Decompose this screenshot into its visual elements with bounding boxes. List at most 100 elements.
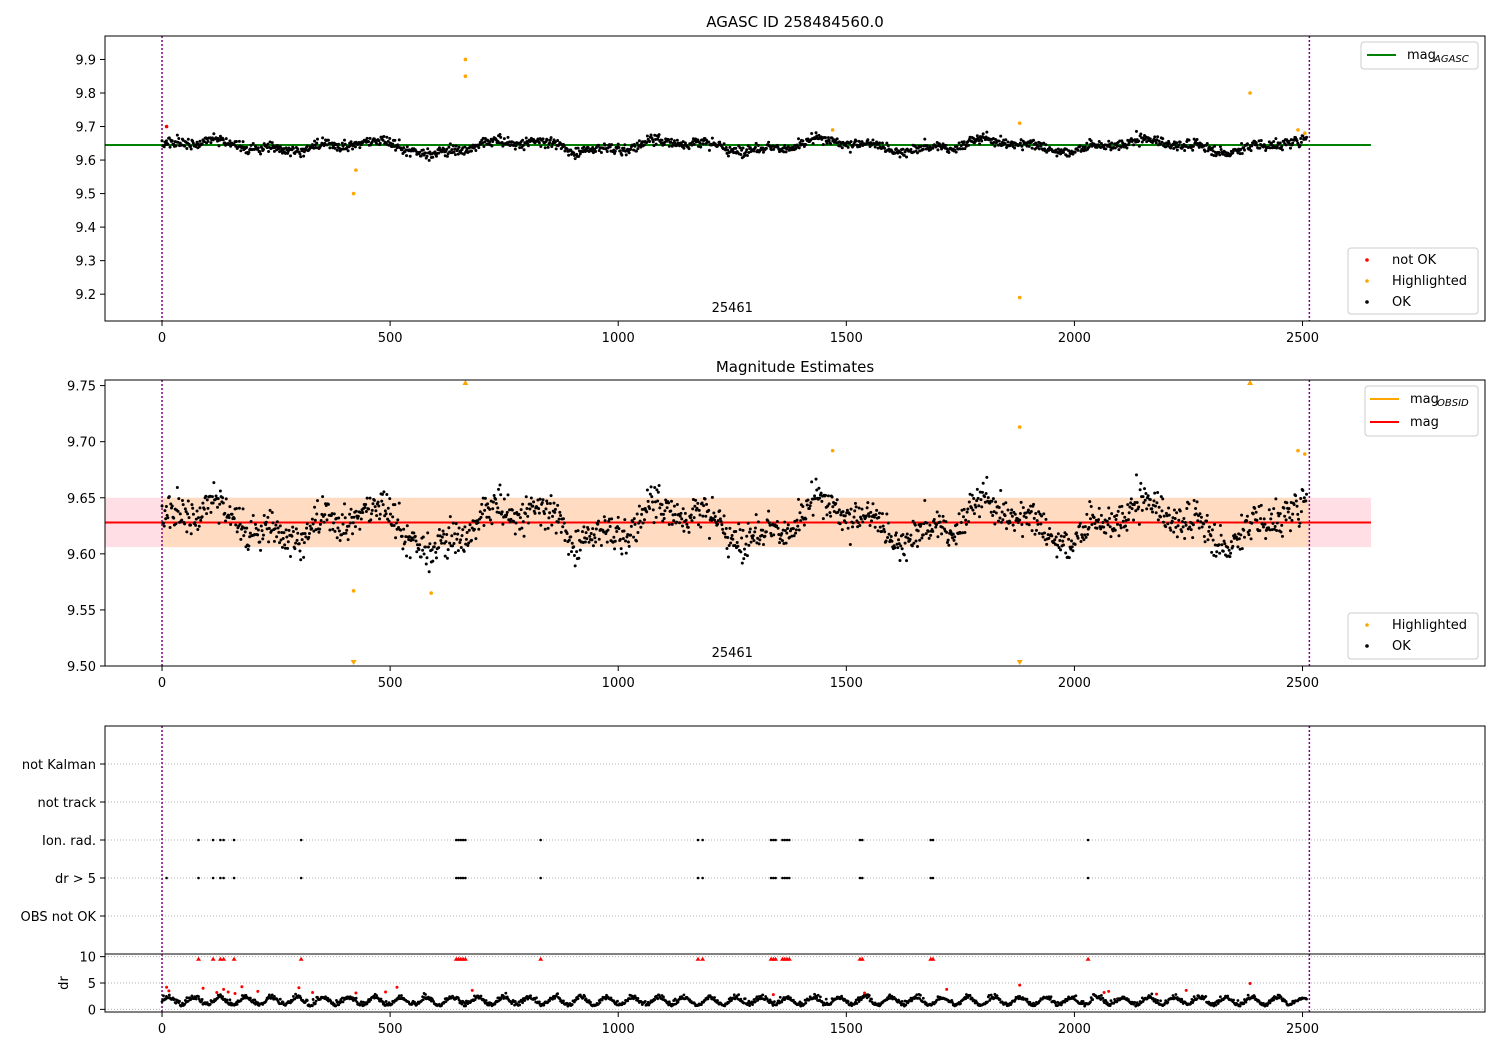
ok-point bbox=[1285, 501, 1289, 505]
ok-point bbox=[361, 511, 365, 515]
ok-point bbox=[591, 527, 595, 531]
ok-point bbox=[1064, 532, 1068, 536]
dr-point bbox=[1047, 995, 1051, 999]
ok-point bbox=[1249, 537, 1253, 541]
ok-point bbox=[293, 547, 297, 551]
ok-point bbox=[447, 526, 451, 530]
dr-point bbox=[989, 993, 993, 997]
ok-point bbox=[972, 496, 976, 500]
ok-point bbox=[929, 533, 933, 537]
dr-point bbox=[500, 996, 503, 999]
ok-point bbox=[1148, 498, 1152, 502]
ok-point bbox=[180, 498, 184, 502]
ok-point bbox=[1062, 535, 1066, 539]
ok-point bbox=[458, 541, 462, 545]
ok-point bbox=[741, 528, 745, 532]
dr-point bbox=[1133, 1001, 1137, 1004]
ok-point bbox=[378, 512, 382, 516]
ok-point bbox=[1003, 514, 1007, 518]
ok-point bbox=[1059, 534, 1063, 538]
dr-xtick-label: 2500 bbox=[1286, 1022, 1319, 1037]
ok-point bbox=[524, 512, 528, 516]
ok-point bbox=[869, 510, 873, 514]
ok-point bbox=[374, 509, 378, 513]
ok-point bbox=[643, 518, 647, 522]
ok-point bbox=[548, 138, 552, 142]
dr-point bbox=[194, 997, 198, 1001]
ok-point bbox=[417, 548, 421, 552]
ok-point bbox=[378, 517, 382, 521]
ok-point bbox=[1228, 555, 1232, 559]
ok-point bbox=[944, 143, 948, 147]
dr-point bbox=[1290, 1002, 1294, 1006]
ok-point bbox=[1155, 501, 1159, 505]
ok-point bbox=[1192, 137, 1196, 141]
ok-point bbox=[1280, 145, 1284, 149]
dr-point bbox=[235, 1002, 239, 1006]
ok-point bbox=[1229, 540, 1233, 544]
ok-point bbox=[227, 516, 231, 520]
dr-point bbox=[743, 997, 747, 1001]
dr-point bbox=[576, 997, 580, 1001]
estimates-ytick-label: 9.75 bbox=[67, 380, 96, 395]
ok-point bbox=[561, 525, 565, 529]
ok-point bbox=[809, 501, 813, 505]
ok-point bbox=[661, 512, 665, 516]
ok-point bbox=[441, 529, 445, 533]
dr-capped-marker bbox=[773, 956, 779, 961]
dr-point bbox=[1238, 1004, 1242, 1008]
dr-point bbox=[662, 995, 665, 999]
ok-point bbox=[246, 547, 250, 551]
ok-point bbox=[616, 515, 620, 519]
ok-point bbox=[378, 141, 382, 145]
ok-point bbox=[977, 504, 981, 508]
dr-point bbox=[267, 993, 271, 997]
ok-point bbox=[989, 510, 993, 514]
ok-point bbox=[610, 517, 614, 521]
dr-point bbox=[752, 998, 756, 1001]
ok-point bbox=[393, 138, 397, 142]
ok-point bbox=[1116, 509, 1120, 513]
ok-point bbox=[954, 150, 958, 154]
ok-point bbox=[570, 541, 574, 545]
ok-point bbox=[938, 520, 942, 524]
dr-point bbox=[995, 994, 999, 998]
ok-point bbox=[451, 544, 455, 548]
ok-point bbox=[481, 136, 485, 140]
ok-point bbox=[280, 530, 284, 534]
ok-point bbox=[649, 133, 653, 137]
ok-point bbox=[980, 505, 984, 509]
flag-point bbox=[459, 838, 463, 842]
ok-point bbox=[966, 507, 970, 511]
ok-point bbox=[949, 530, 953, 534]
ok-point bbox=[620, 153, 624, 157]
dr-point bbox=[1028, 1000, 1032, 1004]
ok-point bbox=[1183, 148, 1187, 152]
ok-point bbox=[557, 517, 561, 521]
ok-point bbox=[559, 530, 563, 534]
ok-point bbox=[1018, 141, 1022, 145]
dr-point bbox=[713, 996, 716, 999]
ok-point bbox=[189, 532, 193, 536]
ok-point bbox=[631, 520, 635, 524]
legend-label: not OK bbox=[1392, 253, 1437, 268]
ok-point bbox=[1181, 145, 1185, 149]
ok-point bbox=[941, 514, 945, 518]
ok-point bbox=[827, 502, 831, 506]
ok-point bbox=[350, 515, 354, 519]
dr-point bbox=[792, 998, 795, 1002]
ok-point bbox=[652, 521, 656, 525]
agasc-xtick-label: 1500 bbox=[830, 331, 863, 346]
ok-point bbox=[224, 497, 228, 501]
ok-point bbox=[531, 504, 535, 508]
ok-point bbox=[332, 512, 336, 516]
dr-point bbox=[1244, 1000, 1248, 1004]
highlighted-point bbox=[429, 591, 433, 595]
ok-point bbox=[270, 141, 274, 145]
ok-point bbox=[597, 149, 601, 153]
ok-point bbox=[573, 157, 577, 161]
flag-point bbox=[232, 876, 236, 880]
ok-point bbox=[1297, 524, 1301, 528]
ok-point bbox=[351, 147, 355, 151]
dr-capped-marker bbox=[1085, 956, 1091, 961]
